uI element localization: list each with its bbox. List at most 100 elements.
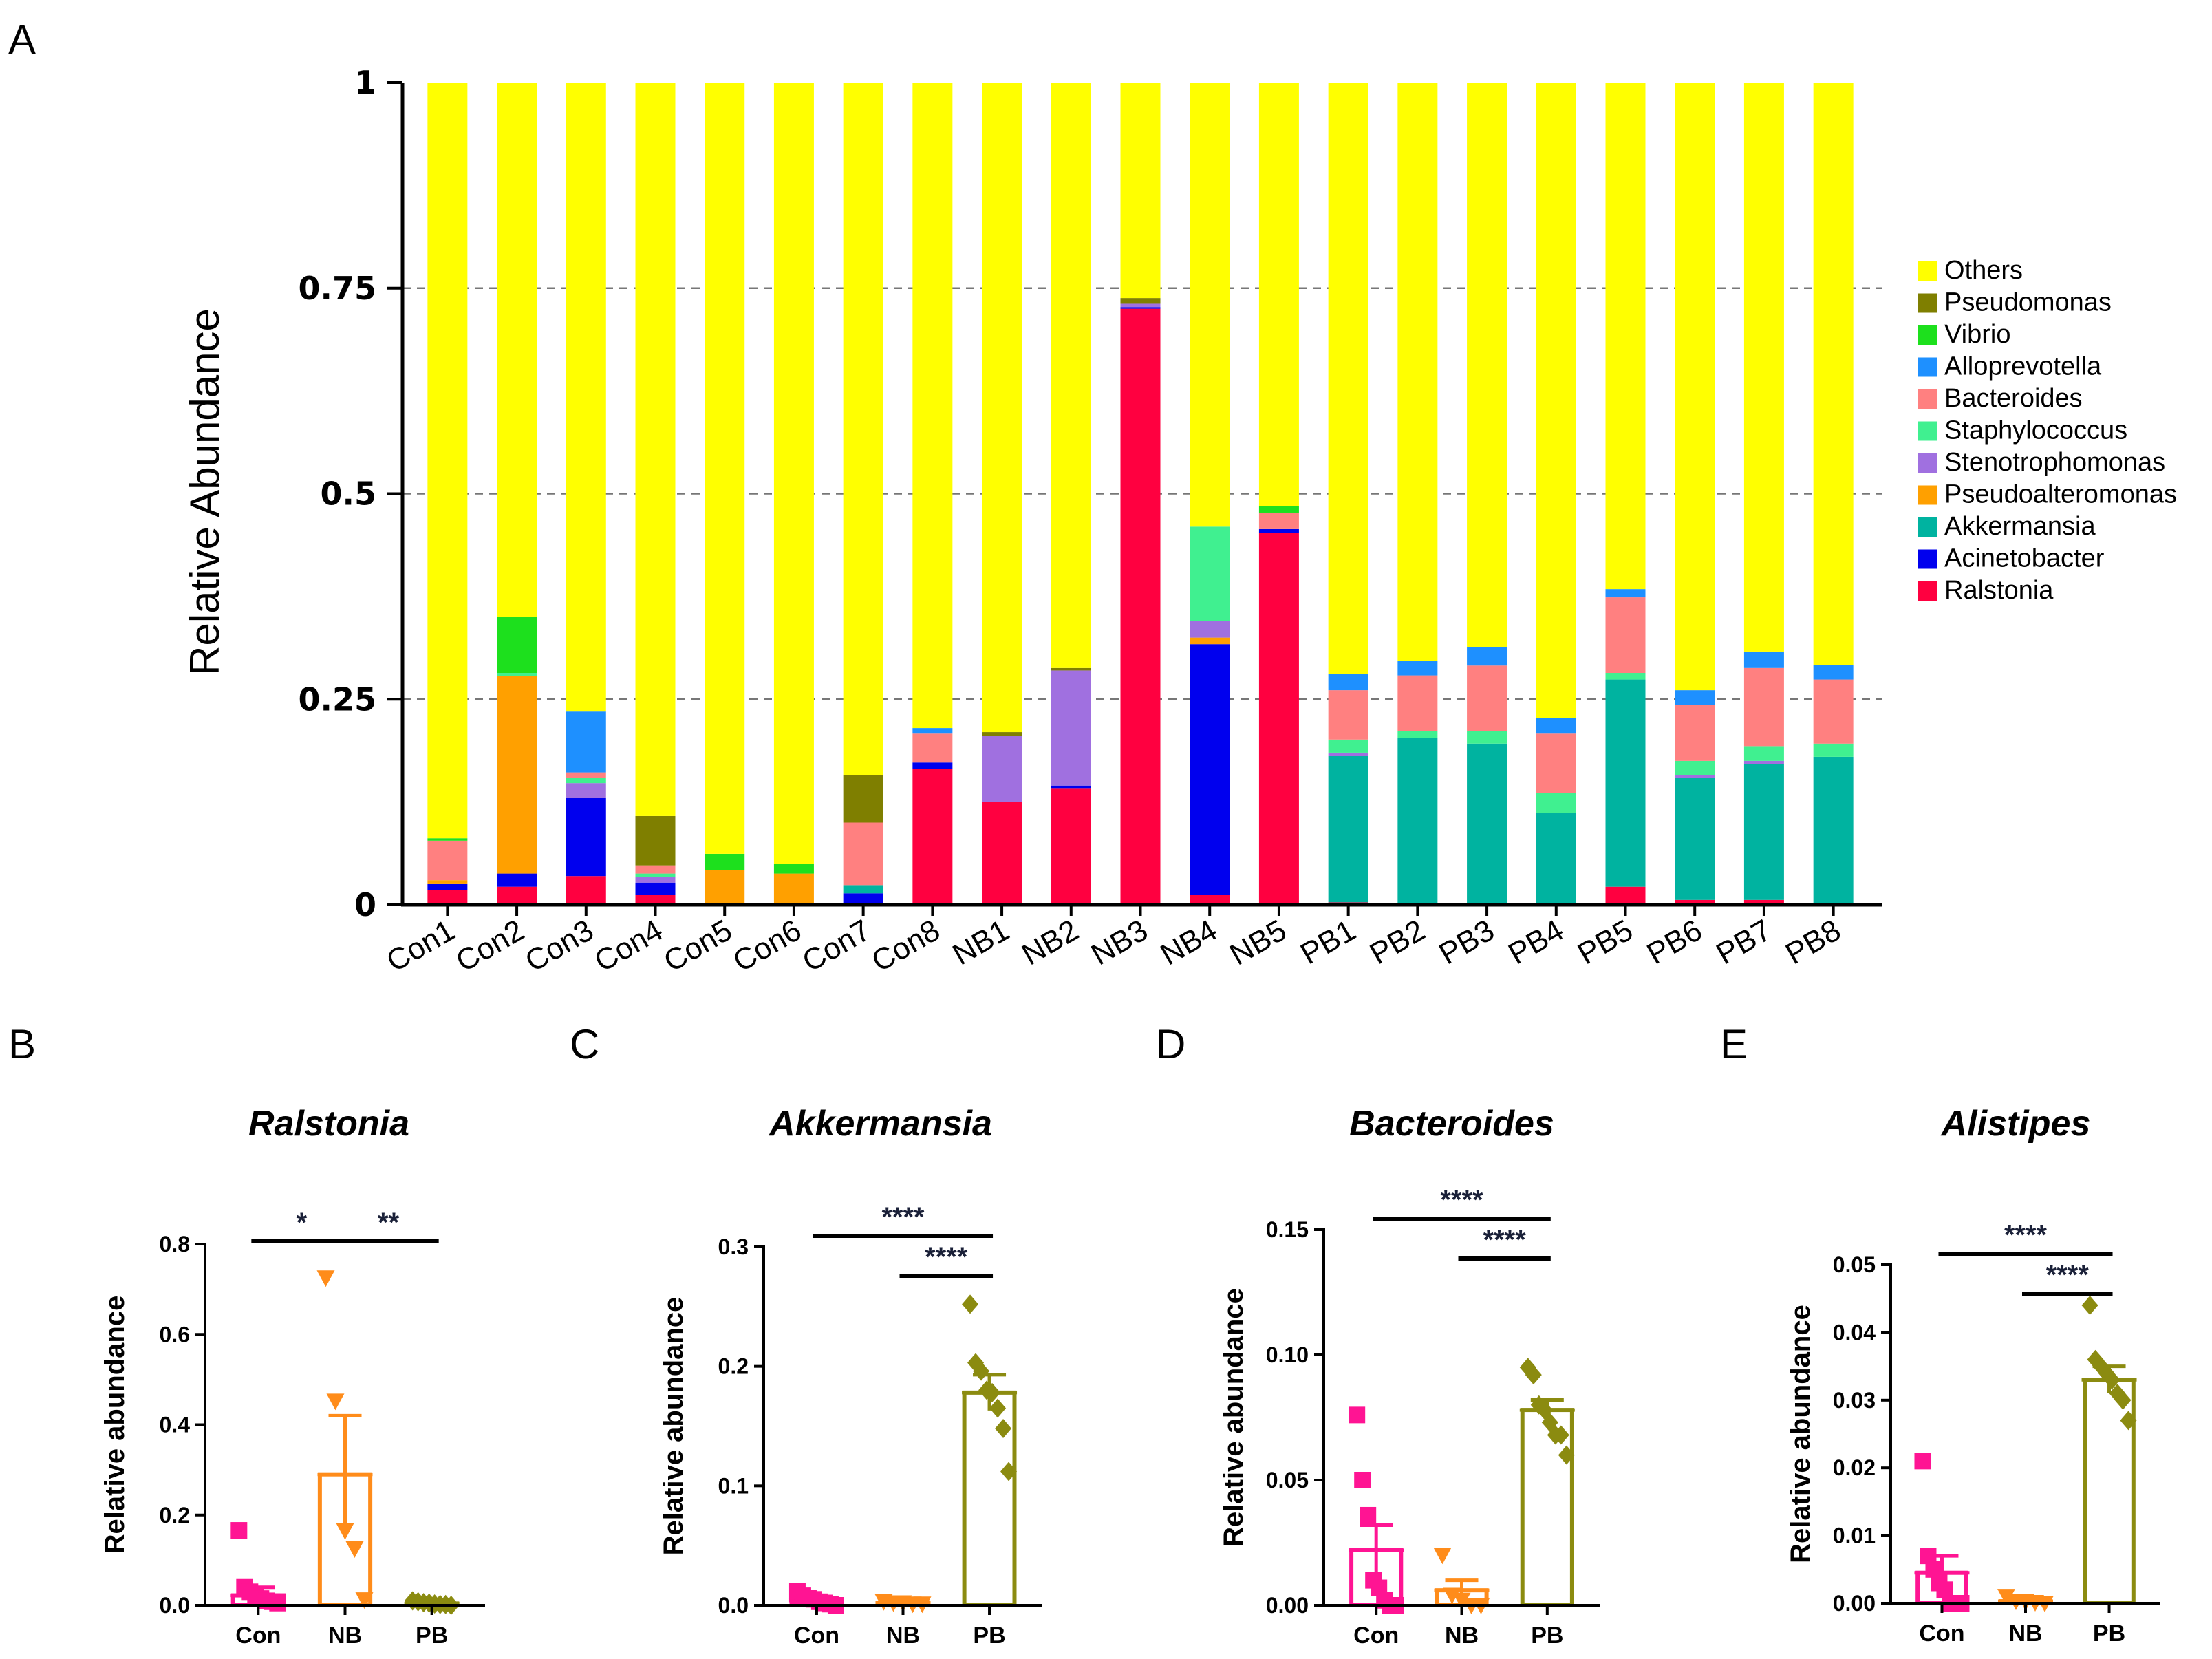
bar-segment-bacteroides bbox=[1536, 733, 1576, 793]
y-axis-label: Relative abundance bbox=[658, 1297, 689, 1556]
bar-segment-stenotrophomonas bbox=[1051, 670, 1091, 786]
x-tick-label: PB bbox=[1531, 1623, 1563, 1649]
bar-segment-pseudomonas bbox=[982, 732, 1022, 737]
x-tick-label: Con bbox=[235, 1623, 281, 1649]
bar-segment-others bbox=[1675, 83, 1715, 691]
bar-segment-bacteroides bbox=[912, 733, 953, 763]
y-tick-label: 0.05 bbox=[1266, 1468, 1309, 1492]
data-point bbox=[2120, 1411, 2137, 1431]
bar-segment-bacteroides bbox=[1328, 690, 1368, 740]
y-tick-label: 0.4 bbox=[160, 1413, 191, 1437]
bar-segment-staphylococcus bbox=[1605, 673, 1646, 680]
data-point bbox=[1443, 1587, 1461, 1605]
bar-segment-pseudomonas bbox=[635, 815, 676, 866]
significance-label: **** bbox=[1440, 1185, 1483, 1215]
bar-segment-vibrio bbox=[427, 838, 468, 841]
significance-label: **** bbox=[1483, 1225, 1527, 1255]
bar-segment-alloprevotella bbox=[1605, 589, 1646, 598]
bar-segment-bacteroides bbox=[635, 865, 676, 874]
y-tick-label: 0.2 bbox=[160, 1503, 190, 1528]
significance-label: * bbox=[297, 1208, 308, 1238]
bar-segment-ralstonia bbox=[566, 876, 606, 905]
bar-segment-alloprevotella bbox=[1813, 665, 1854, 680]
bar-segment-alloprevotella bbox=[1743, 651, 1784, 668]
legend-label: Acinetobacter bbox=[1944, 544, 2105, 573]
bar-segment-bacteroides bbox=[566, 772, 606, 778]
x-tick-label: PB bbox=[2093, 1620, 2125, 1647]
y-tick-label: 0.1 bbox=[718, 1473, 749, 1498]
bar-segment-ralstonia bbox=[497, 886, 537, 905]
bar-segment-ralstonia bbox=[1051, 788, 1091, 905]
y-tick-label: 0.05 bbox=[1833, 1252, 1876, 1277]
panel-label-a: A bbox=[8, 17, 36, 63]
x-tick-label: Con bbox=[1353, 1623, 1399, 1649]
bar-segment-acinetobacter bbox=[635, 882, 676, 895]
data-point bbox=[2103, 1370, 2120, 1390]
data-point bbox=[973, 1361, 990, 1381]
bar-segment-acinetobacter bbox=[497, 873, 537, 887]
bar-segment-pseudoalteromonas bbox=[497, 676, 537, 874]
bar-segment-stenotrophomonas bbox=[1120, 303, 1161, 308]
y-tick-label: 0.2 bbox=[718, 1354, 749, 1379]
y-axis-label: Relative abundance bbox=[1218, 1288, 1249, 1547]
x-tick-label: Con bbox=[794, 1623, 839, 1649]
bar-segment-staphylococcus bbox=[1743, 746, 1784, 761]
y-tick-label: 0 bbox=[354, 886, 376, 923]
x-tick-label: PB7 bbox=[1710, 913, 1777, 971]
x-tick-label: PB bbox=[416, 1623, 448, 1649]
chart-title: Akkermansia bbox=[768, 1104, 992, 1144]
legend-label: Akkermansia bbox=[1944, 512, 2096, 541]
mean-bar-pb bbox=[2083, 1378, 2136, 1606]
x-tick-label: Con4 bbox=[589, 913, 669, 978]
chart-title: Alistipes bbox=[1940, 1104, 2091, 1144]
y-tick-labels: 0 0.25 0.5 0.75 1 bbox=[299, 64, 377, 923]
bar-segment-akkermansia bbox=[1328, 756, 1368, 903]
data-point bbox=[995, 1418, 1012, 1438]
bar-segment-others bbox=[1328, 83, 1368, 674]
bar-segment-alloprevotella bbox=[1328, 674, 1368, 691]
legend-label: Staphylococcus bbox=[1944, 416, 2127, 445]
y-tick-label: 0.10 bbox=[1266, 1342, 1309, 1367]
bar-segment-vibrio bbox=[773, 864, 814, 874]
bar-segment-bacteroides bbox=[1397, 675, 1438, 731]
bar-segment-stenotrophomonas bbox=[1328, 752, 1368, 756]
panel-c: C Akkermansia Relative abundance 0.0 0.1 0.2… bbox=[570, 1021, 1042, 1649]
chart-title: Bacteroides bbox=[1349, 1104, 1554, 1144]
y-tick-label: 0.15 bbox=[1266, 1217, 1309, 1242]
data-point bbox=[230, 1522, 248, 1539]
panel-e: E Alistipes Relative abundance 0.00 0.01 0.0… bbox=[1720, 1021, 2160, 1647]
bar-segment-bacteroides bbox=[1605, 597, 1646, 674]
y-tick-label: 0.25 bbox=[299, 681, 377, 718]
x-tick-label: PB3 bbox=[1434, 913, 1501, 971]
bar-segment-vibrio bbox=[1258, 506, 1299, 513]
y-tick-label: 0.0 bbox=[160, 1593, 190, 1618]
bar-segment-staphylococcus bbox=[1397, 731, 1438, 738]
y-tick-label: 0.75 bbox=[299, 270, 377, 307]
legend-swatch-vibrio bbox=[1918, 325, 1937, 345]
legend-label: Others bbox=[1944, 256, 2023, 285]
bar-segment-stenotrophomonas bbox=[566, 783, 606, 798]
bar-segment-akkermansia bbox=[1675, 778, 1715, 900]
stacked-bars bbox=[427, 83, 1854, 905]
bar-segment-stenotrophomonas bbox=[1675, 775, 1715, 778]
data-point bbox=[336, 1523, 354, 1540]
bar-segment-staphylococcus bbox=[1675, 760, 1715, 775]
bar-segment-acinetobacter bbox=[843, 893, 883, 905]
panel-b: B Ralstonia Relative abundance 0.0 0.2 0.4 0.… bbox=[8, 1021, 485, 1649]
legend-swatch-acinetobacter bbox=[1918, 549, 1937, 569]
y-tick-label: 0.6 bbox=[160, 1322, 190, 1347]
bar-segment-staphylococcus bbox=[1328, 739, 1368, 753]
data-point bbox=[345, 1541, 364, 1558]
bar-segment-staphylococcus bbox=[566, 778, 606, 784]
data-point bbox=[1997, 1589, 2015, 1606]
y-tick-label: 1 bbox=[354, 64, 376, 101]
bar-segment-akkermansia bbox=[1536, 813, 1576, 905]
x-tick-label: NB1 bbox=[947, 913, 1015, 972]
bar-segment-staphylococcus bbox=[497, 673, 537, 676]
data-point bbox=[1349, 1406, 1366, 1424]
bar-segment-ralstonia bbox=[982, 802, 1022, 905]
bar-segment-others bbox=[1605, 83, 1646, 590]
x-tick-label: PB bbox=[973, 1623, 1005, 1649]
bar-segment-akkermansia bbox=[1467, 743, 1507, 905]
panel-label-c: C bbox=[570, 1021, 599, 1067]
